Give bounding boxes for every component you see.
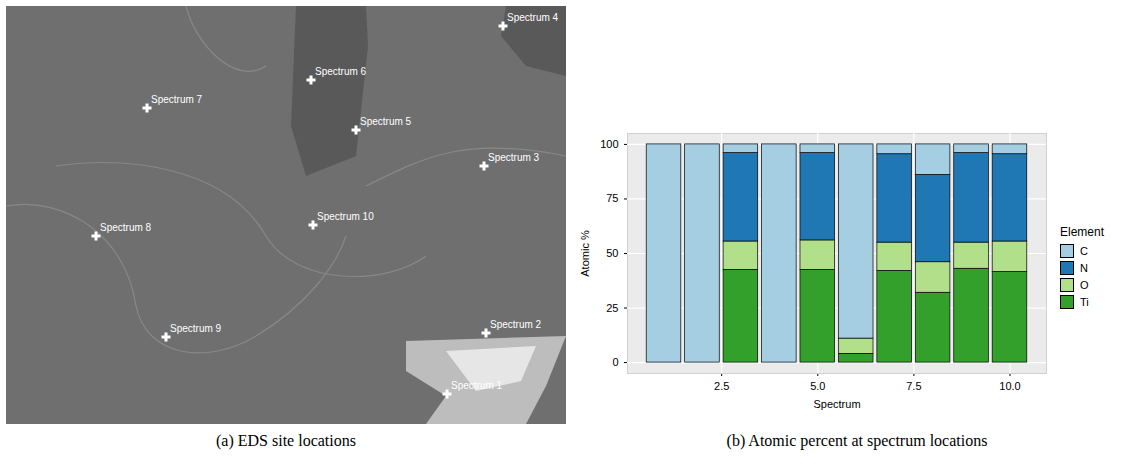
svg-text:Spectrum 4: Spectrum 4 [507, 12, 559, 23]
svg-text:7.5: 7.5 [906, 380, 921, 392]
svg-text:Spectrum: Spectrum [813, 398, 860, 410]
html-text:Element: Element [1060, 224, 1104, 239]
svg-text:Spectrum 3: Spectrum 3 [488, 152, 540, 163]
svg-text:25: 25 [606, 302, 618, 314]
svg-text:0: 0 [612, 356, 618, 368]
svg-text:5.0: 5.0 [810, 380, 825, 392]
svg-text:75: 75 [606, 192, 618, 204]
html-text:C: C [1080, 244, 1088, 257]
html-text:N: N [1080, 261, 1088, 274]
svg-text:2.5: 2.5 [714, 380, 729, 392]
svg-text:Spectrum 9: Spectrum 9 [170, 323, 222, 334]
svg-text:50: 50 [606, 247, 618, 259]
svg-text:Spectrum 8: Spectrum 8 [100, 222, 152, 233]
svg-text:Atomic %: Atomic % [580, 230, 591, 277]
svg-text:Spectrum 1: Spectrum 1 [451, 380, 503, 391]
html-text:O: O [1080, 278, 1089, 291]
svg-text:Spectrum 2: Spectrum 2 [490, 319, 542, 330]
svg-text:Spectrum 7: Spectrum 7 [151, 94, 203, 105]
html-text:(b) Atomic percent at spectrum: (b) Atomic percent at spectrum locations [726, 432, 988, 449]
svg-text:10.0: 10.0 [999, 380, 1020, 392]
html-text:(a) EDS site locations: (a) EDS site locations [216, 432, 356, 449]
svg-text:Spectrum 10: Spectrum 10 [317, 211, 374, 222]
svg-text:Spectrum 5: Spectrum 5 [360, 116, 412, 127]
html-text:Ti: Ti [1080, 295, 1089, 308]
svg-text:100: 100 [600, 138, 618, 150]
svg-text:Spectrum 6: Spectrum 6 [315, 66, 367, 77]
